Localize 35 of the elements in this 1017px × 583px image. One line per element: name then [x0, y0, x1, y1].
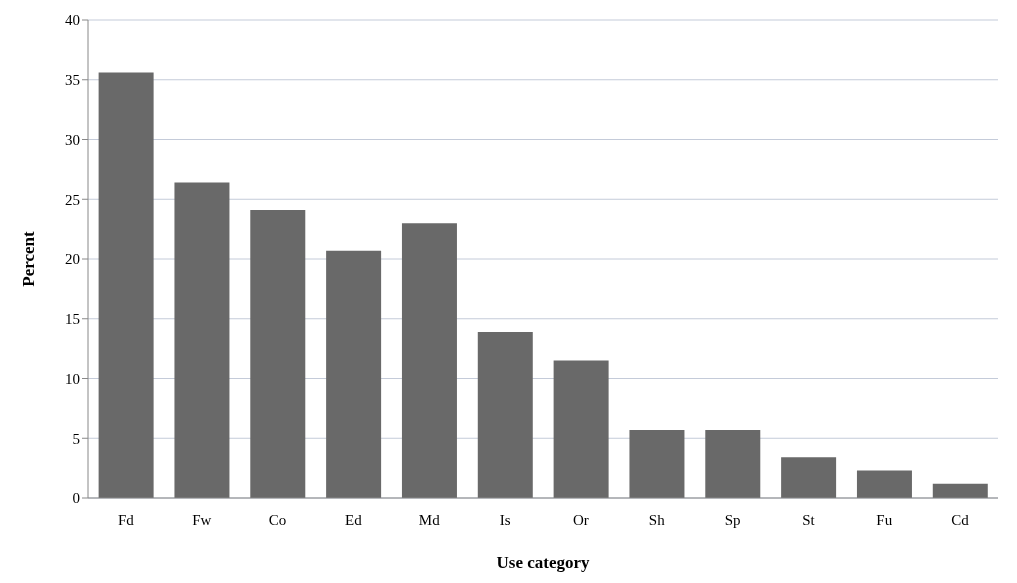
x-axis-title: Use category	[496, 553, 590, 572]
y-tick-label: 20	[65, 251, 80, 268]
x-tick-label: Fd	[117, 511, 135, 528]
bar	[932, 483, 988, 498]
y-tick-label: 10	[65, 370, 80, 387]
y-tick-label: 25	[65, 191, 80, 208]
y-tick-label: 30	[65, 131, 80, 148]
x-tick-label: Cd	[951, 511, 970, 528]
bar	[250, 210, 306, 498]
y-axis-title: Percent	[19, 230, 39, 287]
y-tick-label: 15	[65, 311, 80, 328]
x-tick-label: Fu	[876, 511, 893, 528]
bar	[856, 470, 912, 498]
bar	[174, 182, 230, 498]
x-tick-label: Ed	[345, 511, 363, 528]
bar	[326, 250, 382, 498]
bar	[705, 429, 761, 498]
y-tick-label: 40	[65, 12, 80, 29]
x-tick-label: Is	[499, 511, 511, 528]
bar	[98, 72, 154, 498]
x-tick-label: Or	[573, 511, 589, 528]
bar	[477, 331, 533, 498]
bar	[553, 360, 609, 498]
x-tick-label: Sp	[724, 511, 741, 528]
bar	[781, 457, 837, 498]
bar	[629, 429, 685, 498]
bar	[401, 223, 457, 498]
y-tick-label: 5	[72, 430, 80, 447]
x-tick-label: Md	[418, 511, 441, 528]
x-tick-label: Sh	[648, 511, 666, 528]
y-tick-label: 0	[72, 490, 80, 507]
x-tick-label: Fw	[192, 511, 212, 528]
y-tick-label: 35	[65, 72, 80, 89]
x-tick-label: Co	[268, 511, 287, 528]
x-tick-label: St	[802, 511, 816, 528]
